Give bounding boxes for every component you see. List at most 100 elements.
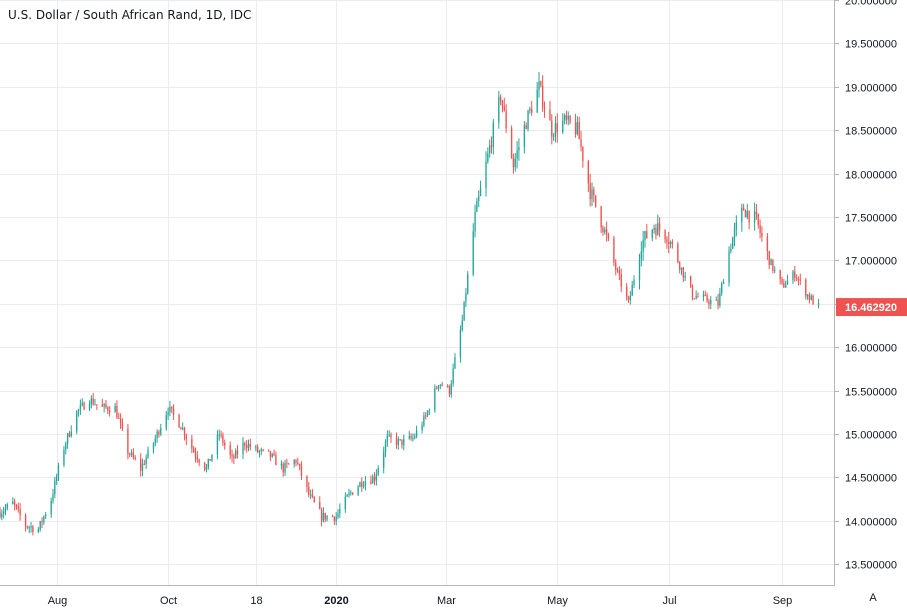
candle-body: [375, 474, 378, 481]
candle-body: [192, 448, 195, 453]
candle-body: [501, 100, 504, 107]
candle-body: [616, 270, 619, 272]
candle-body: [119, 418, 122, 423]
candle-body: [141, 463, 144, 471]
candle-body: [627, 296, 630, 301]
candle-body: [786, 280, 789, 285]
time-tick-label: May: [547, 595, 568, 607]
candle-body: [691, 286, 694, 299]
price-tick-label: 16.000000: [845, 343, 897, 355]
candle-body: [710, 299, 712, 305]
candle-body: [331, 515, 334, 517]
candle-body: [333, 516, 336, 521]
price-axis[interactable]: 13.500000 14.000000 14.500000 15.000000 15.5…: [835, 0, 897, 572]
candle-body: [629, 295, 632, 301]
candle-body: [668, 241, 670, 244]
candle-body: [640, 251, 643, 260]
candle-body: [52, 494, 54, 501]
candle-body: [569, 115, 571, 123]
candle-body: [284, 463, 286, 473]
candle-body: [132, 452, 135, 458]
candle-body: [383, 451, 385, 469]
candle-body: [465, 293, 467, 302]
candle-body: [50, 500, 52, 515]
candle-body: [556, 123, 558, 133]
candle-body: [626, 286, 628, 297]
candle-body: [549, 109, 551, 121]
candle-body: [390, 434, 392, 438]
candle-body: [92, 398, 94, 405]
candle-body: [591, 189, 593, 199]
candle-body: [198, 459, 200, 463]
candle-body: [607, 234, 610, 239]
candle-body: [666, 239, 668, 242]
candle-body: [439, 384, 442, 386]
candle-body: [203, 462, 206, 470]
candle-body: [196, 456, 199, 460]
candle-body: [88, 404, 91, 410]
candle-body: [783, 282, 785, 288]
candle-body: [154, 438, 156, 444]
candle-body: [130, 452, 133, 455]
candle-body: [211, 454, 213, 461]
candle-body: [140, 459, 142, 471]
candle-body: [39, 521, 41, 530]
candle-body: [37, 529, 40, 533]
candle-body: [171, 406, 173, 409]
candle-body: [77, 409, 80, 412]
candle-body: [412, 438, 414, 440]
candle-body: [271, 453, 273, 457]
candle-body: [644, 231, 646, 240]
candle-body: [399, 439, 401, 441]
candle-body: [472, 231, 474, 275]
candle-body: [755, 211, 758, 214]
candle-body: [620, 274, 622, 287]
candle-body: [242, 442, 244, 455]
candle-body: [562, 120, 564, 133]
candle-body: [450, 383, 452, 395]
candle-body: [68, 433, 71, 437]
candle-body: [715, 299, 717, 301]
auto-scale-button[interactable]: A: [869, 592, 877, 604]
candle-body: [233, 456, 235, 459]
price-tick-label: 14.500000: [845, 473, 897, 485]
candle-body: [351, 492, 354, 495]
candle-body: [523, 125, 526, 147]
candle-body: [118, 418, 120, 420]
candle-body: [273, 453, 275, 456]
candle-body: [297, 462, 299, 464]
candle-body: [531, 108, 533, 113]
candle-body: [717, 299, 719, 306]
candle-body: [808, 294, 811, 300]
time-tick-label: Mar: [437, 595, 456, 607]
candle-body: [761, 232, 763, 237]
candle-body: [589, 183, 591, 199]
candle-body: [262, 449, 264, 451]
candle-body: [784, 284, 787, 288]
candle-body: [485, 161, 487, 188]
candle-body: [552, 135, 555, 137]
candle-body: [156, 431, 158, 439]
candle-body: [505, 110, 507, 129]
candle-body: [792, 271, 794, 281]
time-axis[interactable]: Aug Oct 18 2020 Mar May Jul Sep: [48, 595, 793, 607]
candle-body: [337, 513, 339, 517]
candle-body: [580, 139, 582, 147]
candle-body: [604, 229, 606, 233]
candle-body: [680, 267, 683, 270]
candle-body: [757, 213, 759, 225]
price-tick-label: 19.000000: [845, 83, 897, 95]
candle-body: [510, 128, 513, 159]
candle-body: [178, 414, 180, 428]
candle-body: [344, 496, 347, 510]
candle-body: [183, 428, 186, 437]
candle-body: [671, 242, 674, 245]
grid-lines: [0, 0, 835, 586]
time-tick-label: 18: [250, 595, 262, 607]
price-tick-label: 13.500000: [845, 560, 897, 572]
candle-body: [357, 486, 359, 495]
last-price-marker: 16.462920: [836, 298, 907, 317]
candle-body: [563, 115, 566, 121]
candle-body: [348, 492, 350, 496]
